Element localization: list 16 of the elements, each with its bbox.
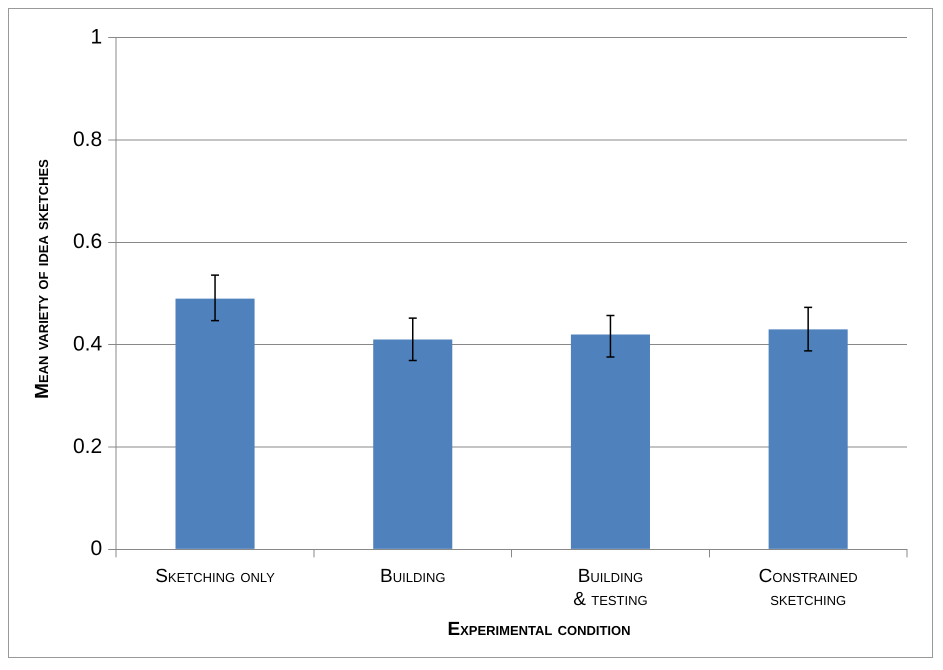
bar [768, 329, 848, 549]
y-tick-label: 1 [90, 25, 102, 48]
y-tick-label: 0.6 [72, 230, 102, 254]
y-tick-label: 0.2 [72, 434, 102, 458]
y-axis-title: Mean variety of idea sketches [32, 159, 54, 399]
bar [373, 340, 452, 549]
y-tick-label: 0 [90, 537, 102, 560]
x-tick-label: Constrained sketching [758, 566, 858, 610]
y-tick-label: 0.4 [72, 332, 103, 356]
x-tick-label: Building [380, 566, 446, 588]
bar [570, 334, 650, 549]
x-tick-label: Building & testing [573, 566, 648, 610]
y-tick-label: 0.8 [72, 128, 102, 151]
x-tick-label: Sketching only [155, 566, 276, 588]
bar [176, 298, 255, 549]
x-axis-title: Experimental condition [446, 619, 632, 641]
